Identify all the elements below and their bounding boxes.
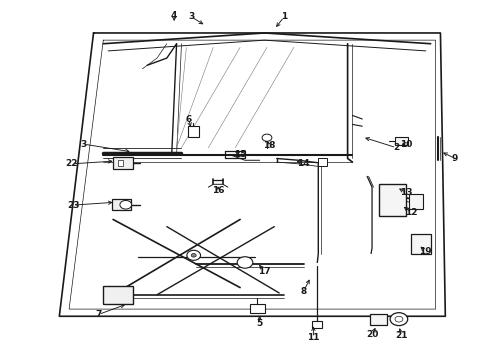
Text: 4: 4 <box>171 10 177 19</box>
Text: 8: 8 <box>300 287 307 296</box>
Text: 21: 21 <box>395 332 408 341</box>
Circle shape <box>395 316 403 322</box>
FancyBboxPatch shape <box>369 315 387 325</box>
Circle shape <box>237 257 253 268</box>
Text: 1: 1 <box>281 12 287 21</box>
Text: 9: 9 <box>452 154 458 163</box>
FancyBboxPatch shape <box>250 305 265 314</box>
Text: 22: 22 <box>65 159 78 168</box>
FancyBboxPatch shape <box>112 199 131 211</box>
FancyBboxPatch shape <box>118 160 123 166</box>
FancyBboxPatch shape <box>313 321 322 328</box>
Text: 3: 3 <box>81 140 87 149</box>
Text: 3: 3 <box>188 12 195 21</box>
Text: 19: 19 <box>419 247 432 256</box>
Text: 11: 11 <box>307 333 319 342</box>
Text: 5: 5 <box>257 319 263 328</box>
FancyBboxPatch shape <box>103 286 133 304</box>
Text: 15: 15 <box>234 150 246 159</box>
FancyBboxPatch shape <box>379 184 406 216</box>
FancyBboxPatch shape <box>394 137 408 145</box>
FancyBboxPatch shape <box>411 234 431 253</box>
Text: 12: 12 <box>405 208 417 217</box>
FancyBboxPatch shape <box>188 126 198 137</box>
FancyBboxPatch shape <box>318 158 327 166</box>
Text: 7: 7 <box>95 310 101 319</box>
Text: 20: 20 <box>366 330 378 339</box>
Text: 6: 6 <box>186 114 192 123</box>
Circle shape <box>390 313 408 325</box>
Circle shape <box>191 253 196 257</box>
Text: 23: 23 <box>67 201 79 210</box>
FancyBboxPatch shape <box>113 157 133 169</box>
Text: 13: 13 <box>400 188 413 197</box>
Text: 18: 18 <box>263 141 276 150</box>
Circle shape <box>187 250 200 260</box>
Text: 2: 2 <box>393 143 399 152</box>
Text: 14: 14 <box>297 159 310 168</box>
Text: 16: 16 <box>212 186 224 195</box>
FancyBboxPatch shape <box>409 194 423 209</box>
Text: 10: 10 <box>400 140 413 149</box>
Text: 17: 17 <box>258 267 271 276</box>
Circle shape <box>262 134 272 141</box>
Circle shape <box>120 201 132 209</box>
